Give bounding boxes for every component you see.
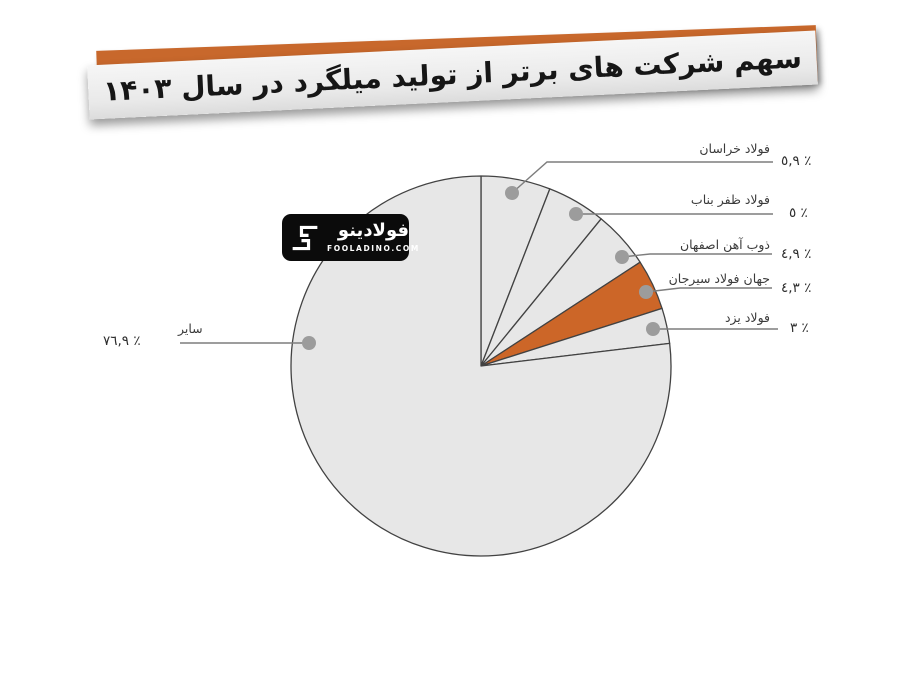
slice-markers [302, 186, 660, 350]
marker-dot-zafar-bonab [569, 207, 583, 221]
slice-label-zafar-bonab: فولاد ظفر بناب [690, 192, 770, 207]
slice-value-yazd: ٣ ٪ [790, 320, 809, 336]
brand-name: فولادینو [337, 220, 410, 241]
slice-value-zob-ahan: ٤,٩ ٪ [781, 246, 812, 262]
leader-line-zob-ahan [621, 253, 772, 258]
slice-label-sirjan: جهان فولاد سیرجان [668, 271, 770, 286]
marker-dot-khorasan [505, 186, 519, 200]
brand-logo: فولادینو FOOLADINO.COM [282, 214, 418, 261]
slice-value-khorasan: ٥,٩ ٪ [781, 153, 812, 169]
leader-line-khorasan [511, 161, 773, 194]
slice-value-zafar-bonab: ٥ ٪ [789, 205, 808, 221]
slice-value-others: ٧٦,٩ ٪ [103, 333, 141, 349]
slice-label-zob-ahan: ذوب آهن اصفهان [679, 237, 770, 252]
marker-dot-others [302, 336, 316, 350]
marker-dot-zob-ahan [615, 250, 629, 264]
slice-value-sirjan: ٤,٣ ٪ [781, 280, 812, 296]
slice-label-khorasan: فولاد خراسان [699, 141, 770, 156]
marker-dot-sirjan [639, 285, 653, 299]
slice-label-yazd: فولاد یزد [724, 310, 770, 325]
brand-domain: FOOLADINO.COM [327, 244, 420, 253]
slice-label-others: سایر [178, 321, 203, 336]
fooladino-mark-icon [292, 225, 318, 250]
leader-lines [180, 161, 778, 344]
leader-line-sirjan [645, 287, 772, 293]
marker-dot-yazd [646, 322, 660, 336]
brand-text: فولادینو FOOLADINO.COM [327, 220, 420, 254]
